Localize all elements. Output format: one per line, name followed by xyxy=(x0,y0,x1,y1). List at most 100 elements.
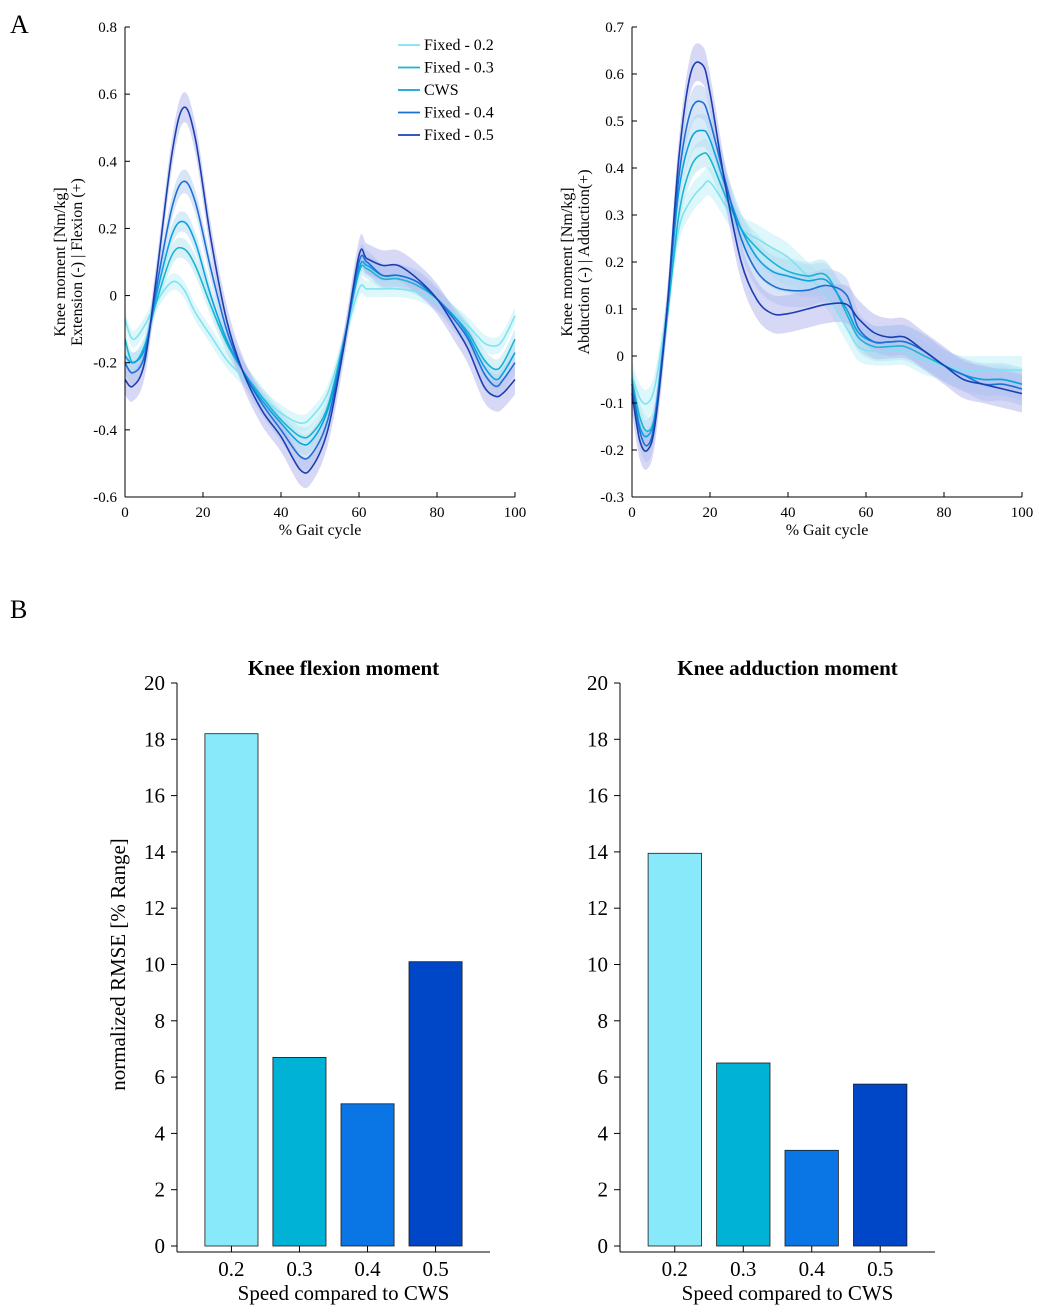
c2-bar-2 xyxy=(340,1103,395,1247)
c3-y-tick-label-0: 0 xyxy=(598,1234,609,1258)
c0-y-tick-label-6: 0.6 xyxy=(98,87,117,103)
c2-y-tick-label-5: 10 xyxy=(144,953,165,977)
c0-y-axis-label-line-0: Knee moment [Nm/kg] xyxy=(52,187,69,336)
c0-series-line-0 xyxy=(124,280,516,424)
c0-legend-label-3: Fixed - 0.4 xyxy=(424,105,494,122)
c2-x-axis-label: Speed compared to CWS xyxy=(238,1281,450,1305)
c2-y-tick-label-1: 2 xyxy=(155,1178,166,1202)
c1-x-tick-label-1: 20 xyxy=(703,505,718,521)
c0-y-axis-label-line-1: Extension (-) | Flexion (+) xyxy=(69,178,86,346)
c0-band-4 xyxy=(125,92,515,489)
c1-y-tick-label-0: -0.3 xyxy=(600,490,624,506)
knee-adduction-line-chart: 0 20 40 60 80 100 -0.3 -0.2 -0.1 0 0.1 0.2 0.3 0.4 0.5… xyxy=(559,20,1033,539)
c3-x-axis-label: Speed compared to CWS xyxy=(682,1281,894,1305)
c2-y-tick-label-10: 20 xyxy=(144,671,165,695)
c1-y-tick-label-2: -0.1 xyxy=(600,396,624,412)
knee-flexion-bar-chart: 0.2 0.3 0.4 0.5 0 2 4 6 8 10 12 14 16 18 20 Knee flexio… xyxy=(106,656,490,1305)
c2-x-tick-label-2: 0.4 xyxy=(354,1257,381,1281)
c2-x-tick-label-1: 0.3 xyxy=(286,1257,312,1281)
c2-y-tick-label-9: 18 xyxy=(144,727,165,751)
c2-bar-1 xyxy=(272,1057,327,1247)
c1-y-tick-label-1: -0.2 xyxy=(600,443,624,459)
c2-y-tick-label-3: 6 xyxy=(155,1065,166,1089)
c1-x-tick-label-3: 60 xyxy=(859,505,874,521)
c3-y-tick-label-3: 6 xyxy=(598,1065,609,1089)
c0-band-0 xyxy=(125,273,515,432)
c1-band-4 xyxy=(632,43,1022,470)
c1-y-tick-label-10: 0.7 xyxy=(605,20,624,36)
c3-x-tick-label-2: 0.4 xyxy=(799,1257,826,1281)
c0-y-tick-label-3: 0 xyxy=(110,289,118,305)
c3-y-tick-label-8: 16 xyxy=(587,784,608,808)
c0-series-line-4 xyxy=(124,106,516,474)
c3-chart-title: Knee adduction moment xyxy=(677,656,898,680)
c0-y-tick-label-7: 0.8 xyxy=(98,20,117,36)
c3-y-tick-label-7: 14 xyxy=(587,840,609,864)
c1-x-tick-label-4: 80 xyxy=(937,505,952,521)
c1-y-tick-label-8: 0.5 xyxy=(605,114,624,130)
c2-x-tick-label-0: 0.2 xyxy=(218,1257,244,1281)
c3-bar-2 xyxy=(784,1149,839,1247)
panel-label-b: B xyxy=(10,595,27,624)
c0-series-line-1 xyxy=(124,246,516,439)
c2-y-tick-label-6: 12 xyxy=(144,896,165,920)
c2-chart-title: Knee flexion moment xyxy=(248,656,439,680)
c1-y-tick-label-5: 0.2 xyxy=(605,255,624,271)
c1-y-axis-label-line-1: Abduction (-) | Adduction(+) xyxy=(576,169,593,354)
c2-y-tick-label-0: 0 xyxy=(155,1234,166,1258)
c0-x-tick-label-5: 100 xyxy=(504,505,527,521)
c0-legend-label-4: Fixed - 0.5 xyxy=(424,127,494,144)
c3-bar-3 xyxy=(853,1083,908,1247)
c2-bar-0 xyxy=(204,733,259,1247)
c3-x-tick-label-0: 0.2 xyxy=(662,1257,688,1281)
c0-series-line-2 xyxy=(124,220,516,446)
c0-legend-label-2: CWS xyxy=(424,82,459,99)
c3-y-tick-label-2: 4 xyxy=(598,1121,609,1145)
c3-x-tick-label-1: 0.3 xyxy=(730,1257,756,1281)
c2-y-tick-label-7: 14 xyxy=(144,840,166,864)
knee-adduction-bar-chart: 0.2 0.3 0.4 0.5 0 2 4 6 8 10 12 14 16 18 20 Knee adduct… xyxy=(587,656,935,1305)
c1-y-tick-label-4: 0.1 xyxy=(605,302,624,318)
c3-x-tick-label-3: 0.5 xyxy=(867,1257,893,1281)
c0-x-tick-label-3: 60 xyxy=(352,505,367,521)
c1-x-tick-label-2: 40 xyxy=(781,505,796,521)
c2-x-tick-label-3: 0.5 xyxy=(422,1257,448,1281)
c0-x-tick-label-0: 0 xyxy=(121,505,129,521)
c3-y-tick-label-5: 10 xyxy=(587,953,608,977)
c2-y-tick-label-4: 8 xyxy=(155,1009,166,1033)
c0-x-tick-label-1: 20 xyxy=(196,505,211,521)
c0-x-axis-label: % Gait cycle xyxy=(279,522,362,539)
c3-y-tick-label-1: 2 xyxy=(598,1178,609,1202)
panel-label-a: A xyxy=(10,10,29,39)
c0-x-tick-label-2: 40 xyxy=(274,505,289,521)
c3-y-tick-label-4: 8 xyxy=(598,1009,609,1033)
c2-y-axis-label: normalized RMSE [% Range] xyxy=(106,838,130,1091)
c1-x-axis-label: % Gait cycle xyxy=(786,522,869,539)
c3-y-tick-label-9: 18 xyxy=(587,727,608,751)
c0-y-tick-label-1: -0.4 xyxy=(93,423,117,439)
c1-y-tick-label-3: 0 xyxy=(617,349,625,365)
c3-bar-1 xyxy=(716,1062,771,1247)
c0-series-line-3 xyxy=(124,180,516,460)
c0-y-tick-label-2: -0.2 xyxy=(93,356,117,372)
c1-x-tick-label-0: 0 xyxy=(628,505,636,521)
c0-y-tick-label-0: -0.6 xyxy=(93,490,117,506)
c3-y-tick-label-6: 12 xyxy=(587,896,608,920)
c0-legend-label-0: Fixed - 0.2 xyxy=(424,37,494,54)
c1-series-line-1 xyxy=(631,152,1023,433)
c3-bar-0 xyxy=(647,852,702,1247)
c1-x-tick-label-5: 100 xyxy=(1011,505,1034,521)
c3-y-tick-label-10: 20 xyxy=(587,671,608,695)
c1-y-axis-label-line-0: Knee moment [Nm/kg] xyxy=(559,187,576,336)
c2-y-tick-label-8: 16 xyxy=(144,784,165,808)
c0-legend-label-1: Fixed - 0.3 xyxy=(424,60,494,77)
c0-x-tick-label-4: 80 xyxy=(430,505,445,521)
c1-y-tick-label-9: 0.6 xyxy=(605,67,624,83)
c0-y-tick-label-4: 0.2 xyxy=(98,221,117,237)
c0-y-tick-label-5: 0.4 xyxy=(98,154,117,170)
c1-band-3 xyxy=(632,84,1022,463)
knee-flexion-line-chart: 0 20 40 60 80 100 -0.6 -0.4 -0.2 0 0.2 0.4 0.6 0.8 % G… xyxy=(52,20,526,539)
c2-y-tick-label-2: 4 xyxy=(155,1121,166,1145)
c1-series-line-4 xyxy=(631,61,1023,452)
